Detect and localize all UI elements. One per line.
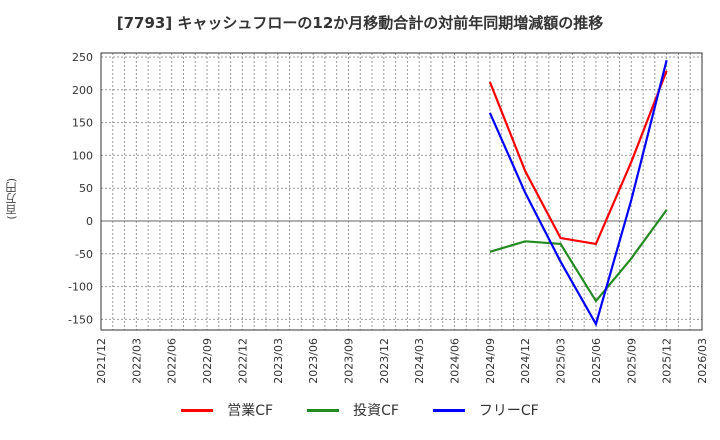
svg-text:2025/03: 2025/03 [555,338,568,384]
chart-title: [7793] キャッシュフローの12か月移動合計の対前年同期増減額の推移 [116,14,604,32]
svg-text:2023/06: 2023/06 [307,338,320,384]
svg-text:-150: -150 [68,313,93,326]
svg-text:2024/09: 2024/09 [484,338,497,384]
svg-text:2023/12: 2023/12 [378,338,391,384]
svg-text:2026/03: 2026/03 [696,338,709,384]
legend-swatch-red [181,408,214,412]
legend: 営業CF 投資CF フリーCF [0,400,720,420]
svg-text:2022/03: 2022/03 [130,338,143,384]
svg-text:2021/12: 2021/12 [95,338,108,384]
legend-item-investing-cf: 投資CF [307,400,399,420]
svg-text:-100: -100 [68,281,93,294]
svg-text:2022/12: 2022/12 [236,338,249,384]
svg-text:100: 100 [72,149,93,162]
legend-item-operating-cf: 営業CF [181,400,273,420]
svg-text:2025/12: 2025/12 [661,338,674,384]
legend-label: 投資CF [353,403,399,419]
legend-label: フリーCF [478,403,539,419]
svg-text:2025/06: 2025/06 [590,338,603,384]
svg-text:2024/06: 2024/06 [449,338,462,384]
legend-swatch-blue [432,408,465,412]
svg-text:2025/09: 2025/09 [625,338,638,384]
legend-swatch-green [307,408,340,412]
svg-text:0: 0 [86,215,93,228]
svg-text:150: 150 [72,117,93,130]
svg-text:2024/12: 2024/12 [519,338,532,384]
svg-text:50: 50 [79,182,93,195]
svg-text:2023/09: 2023/09 [342,338,355,384]
svg-text:2024/03: 2024/03 [413,338,426,384]
legend-item-free-cf: フリーCF [432,400,539,420]
svg-text:200: 200 [72,84,93,97]
legend-label: 営業CF [227,403,274,419]
svg-text:2022/09: 2022/09 [201,338,214,384]
svg-text:-50: -50 [75,248,93,261]
svg-text:250: 250 [72,51,93,64]
svg-text:2023/03: 2023/03 [272,338,285,384]
svg-text:2022/06: 2022/06 [166,338,179,384]
